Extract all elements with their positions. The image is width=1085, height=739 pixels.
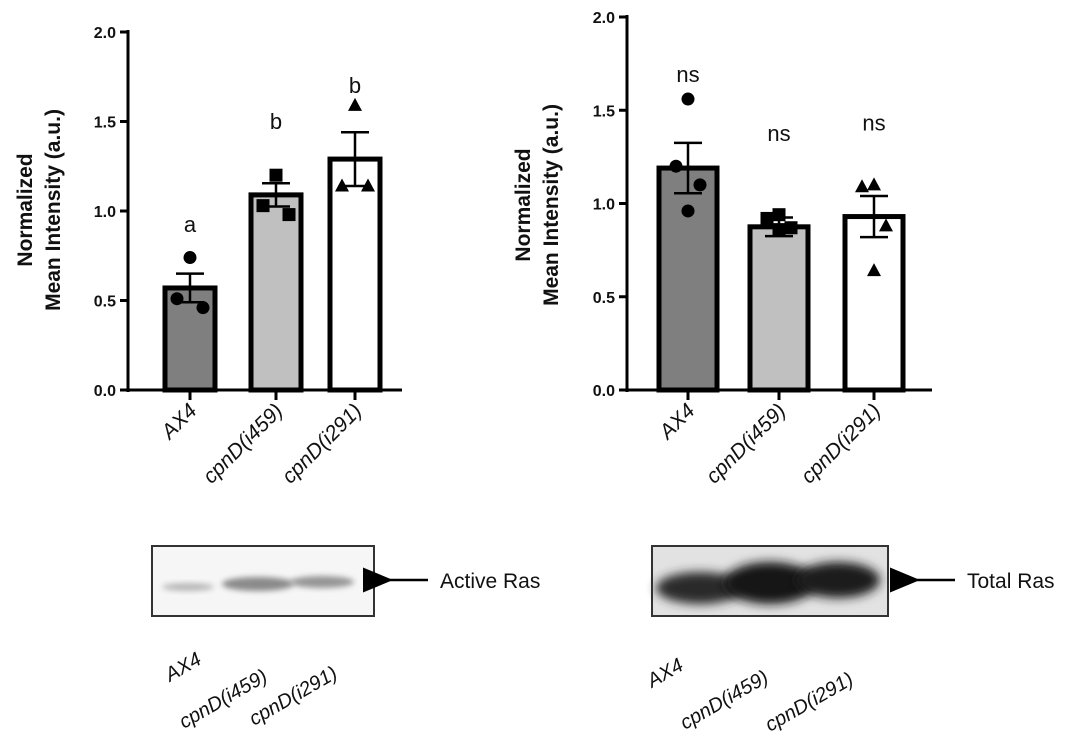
significance-label: ns [767, 121, 790, 146]
data-point [183, 251, 197, 265]
y-tick-label: 0.0 [94, 383, 116, 400]
bar [327, 156, 383, 393]
lane-label: cpnD(i459) [677, 666, 773, 734]
data-point [269, 168, 283, 182]
x-tick-label: cpnD(i291) [797, 399, 886, 488]
data-point [772, 223, 786, 237]
y-tick-label: 2.0 [593, 10, 615, 27]
chart1-ylabel-line2: Mean Intensity (a.u.) [42, 109, 65, 311]
significance-label: b [349, 73, 361, 98]
blot-total-ras: Total Ras AX4 cpnD(i459) cpnD(i291) [643, 545, 1055, 736]
lane-label: AX4 [161, 648, 206, 686]
data-point [681, 92, 695, 106]
chart1-ylabel-line1: Normalized [14, 153, 37, 266]
chart-total-ras: 0.0 0.5 1.0 1.5 2.0 ns AX4 ns cpnD(i459) ns cpnD(i… [593, 10, 932, 488]
y-tick-label: 2.0 [94, 25, 116, 42]
data-point [693, 178, 707, 192]
data-point [867, 263, 881, 277]
band-active-ax4 [162, 583, 214, 591]
band-total-ax4 [656, 572, 744, 604]
chart-active-ras: 0.0 0.5 1.0 1.5 2.0 a AX4 b cpnD(i459) b cpnD(i291… [94, 25, 402, 488]
data-point [196, 301, 210, 315]
y-tick-label: 1.0 [94, 204, 116, 221]
data-point [348, 97, 362, 111]
data-point [361, 178, 375, 192]
chart2-ylabel-line1: Normalized [512, 148, 535, 261]
band-active-i459 [222, 577, 294, 591]
bar [248, 192, 304, 393]
data-point [256, 199, 270, 213]
x-tick-label: AX4 [156, 399, 202, 445]
data-point [669, 159, 683, 173]
data-point [867, 177, 881, 191]
x-tick-label: cpnD(i459) [702, 399, 791, 488]
significance-label: ns [676, 62, 699, 87]
bar [842, 214, 906, 393]
data-point [879, 218, 893, 232]
x-tick-label: AX4 [654, 399, 700, 445]
band-total-i291 [796, 562, 880, 598]
significance-label: b [270, 109, 282, 134]
data-point [855, 179, 869, 193]
bar [656, 165, 720, 393]
y-tick-label: 0.0 [593, 383, 615, 400]
data-point [681, 204, 695, 218]
lane-label: cpnD(i291) [762, 668, 858, 736]
data-point [772, 208, 786, 222]
y-tick-label: 0.5 [593, 290, 615, 307]
bar [747, 224, 811, 393]
data-point [784, 221, 798, 235]
chart2-ylabel-line2: Mean Intensity (a.u.) [540, 104, 563, 306]
y-tick-label: 0.5 [94, 294, 116, 311]
significance-label: ns [862, 111, 885, 136]
blot-label-active-ras: Active Ras [440, 570, 540, 593]
significance-label: a [184, 212, 197, 237]
band-active-i291 [290, 576, 354, 588]
y-tick-label: 1.0 [593, 197, 615, 214]
data-point [335, 178, 349, 192]
x-tick-label: cpnD(i459) [199, 399, 288, 488]
y-tick-label: 1.5 [593, 103, 615, 120]
band-total-i459 [724, 562, 816, 604]
data-point [170, 292, 184, 306]
lane-label: AX4 [643, 654, 688, 692]
blot-label-total-ras: Total Ras [967, 570, 1055, 593]
data-point [282, 208, 296, 222]
y-tick-label: 1.5 [94, 115, 116, 132]
blot-active-ras: Active Ras AX4 cpnD(i459) cpnD(i291) [151, 545, 540, 733]
data-point [760, 211, 774, 225]
x-tick-label: cpnD(i291) [278, 399, 367, 488]
